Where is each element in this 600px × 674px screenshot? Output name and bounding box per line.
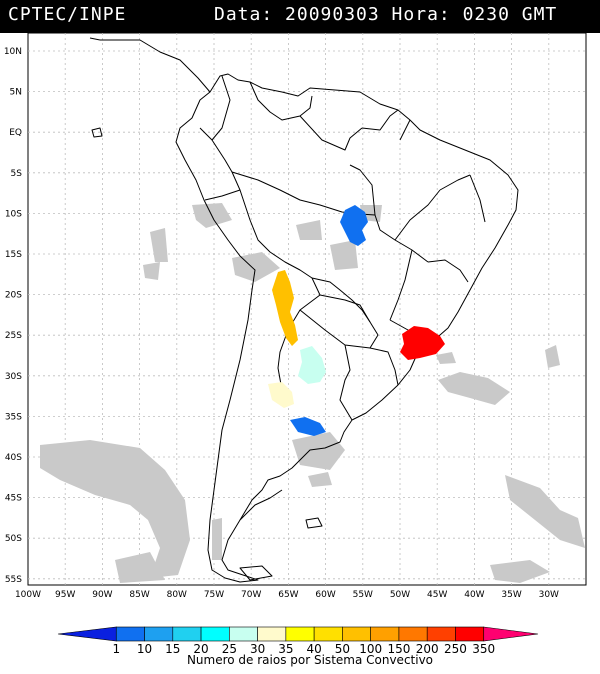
legend-swatch [229,626,258,642]
system-northwest-argentina [272,270,298,346]
legend-value: 150 [387,642,410,656]
lat-label: 50S [5,534,22,544]
datetime-label: Data: 20090303 Hora: 0230 GMT [214,4,558,25]
lon-label: 70W [241,590,261,600]
legend-swatch [398,626,428,642]
legend-value: 1 [112,642,120,656]
lat-label: 55S [5,575,22,585]
lon-label: 55W [353,590,373,600]
lon-label: 35W [501,590,521,600]
lat-label: 40S [5,453,22,463]
system-western-argentina [268,382,294,408]
lon-label: 80W [167,590,187,600]
color-legend: 1 10 15 20 25 30 35 40 50 100 150 200 250 350 [57,626,539,656]
legend-value: 40 [306,642,321,656]
lon-label: 40W [464,590,484,600]
legend-swatch [483,626,539,642]
lat-label: 20S [5,291,22,301]
lat-label: 30S [5,372,22,382]
lon-label: 65W [278,590,298,600]
legend-swatch [370,626,400,642]
system-central-brazil [340,205,368,246]
legend-swatch [57,626,117,642]
lat-label: 5N [10,88,22,98]
legend-title: Numero de raios por Sistema Convectivo [187,653,433,667]
lon-label: 100W [15,590,41,600]
lon-label: 30W [539,590,559,600]
legend-value: 20 [193,642,208,656]
legend-value: 100 [359,642,382,656]
lat-label: 25S [5,331,22,341]
legend-value: 35 [278,642,293,656]
legend-swatch [200,626,230,642]
legend-value: 250 [444,642,467,656]
map-header: CPTEC/INPE Data: 20090303 Hora: 0230 GMT [0,0,600,33]
cloud-cover [40,203,585,583]
legend-swatch [426,626,456,642]
legend-value: 25 [222,642,237,656]
map-frame [27,32,587,586]
legend-swatch [313,626,343,642]
lat-label: 10N [4,47,22,57]
longitude-labels: 100W 95W 90W 85W 80W 75W 70W 65W 60W 55W 50W 45W 40W… [15,590,559,600]
source-label: CPTEC/INPE [8,4,127,25]
lat-label: 10S [5,209,22,219]
system-central-argentina [298,346,326,384]
system-buenos-aires [290,417,326,436]
lon-label: 60W [315,590,335,600]
latitude-labels: 10N 5N EQ 5S 10S 15S 20S 25S 30S 35S 40S 45S 50S 55S [4,47,22,585]
lat-label: 45S [5,494,22,504]
legend-value: 30 [250,642,265,656]
legend-swatch [115,626,145,642]
legend-value: 15 [165,642,180,656]
legend-value: 200 [416,642,439,656]
lon-label: 95W [55,590,75,600]
lon-label: 75W [204,590,224,600]
lon-label: 85W [129,590,149,600]
convective-systems [268,205,445,436]
legend-swatch [455,626,485,642]
lat-label: 5S [11,169,23,179]
legend-swatch [257,626,287,642]
system-southeast-brazil [400,326,445,360]
lon-label: 90W [92,590,112,600]
legend-swatch [342,626,371,642]
map-svg: 10N5NEQ5S10S15S20S25S30S35S40S45S50S55S … [4,32,587,667]
lon-label: 45W [427,590,447,600]
legend-value: 50 [335,642,350,656]
legend-swatch [172,626,202,642]
lon-label: 50W [390,590,410,600]
legend-value: 350 [472,642,495,656]
legend-swatch [285,626,315,642]
map-area: 10N 5N EQ 5S 10S 15S 20S 25S 30S 35S 40S 45S 50S 55S … [0,32,600,670]
lat-label: 15S [5,250,22,260]
lat-label: EQ [9,128,22,138]
lat-label: 35S [5,412,22,422]
legend-value: 10 [137,642,152,656]
legend-swatch [144,626,174,642]
